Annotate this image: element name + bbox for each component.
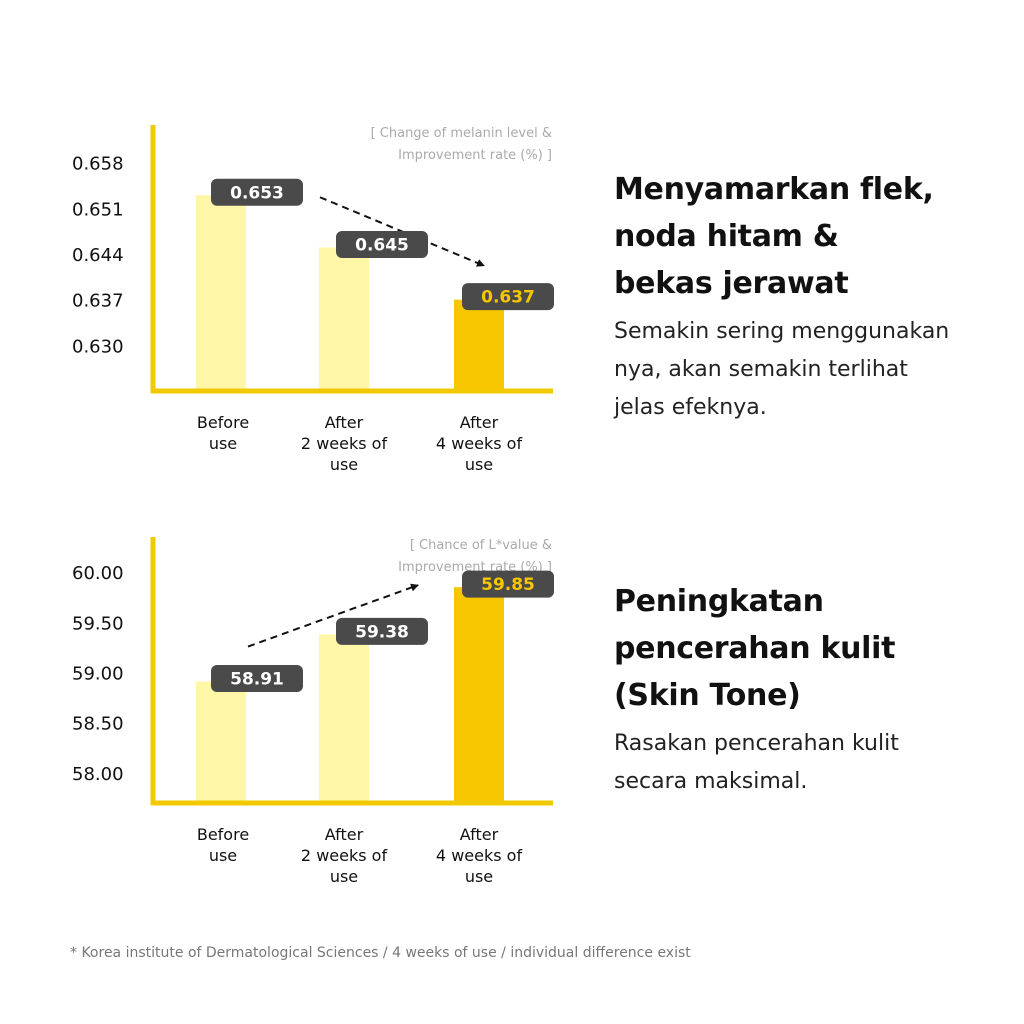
melanin-title: Menyamarkan flek, noda hitam & bekas jer… — [614, 172, 934, 301]
melanin-body: Semakin sering menggunakan nya, akan sem… — [614, 319, 950, 420]
x-tick-label: use — [465, 867, 493, 886]
y-tick-label: 0.644 — [72, 245, 124, 266]
trend-arrow — [247, 583, 419, 648]
y-tick-label: 0.651 — [72, 199, 124, 220]
x-tick-label: After — [325, 825, 364, 844]
x-tick-label: use — [330, 455, 358, 474]
y-tick-label: 58.50 — [72, 714, 124, 735]
bar-chart-svg: 60.00 59.50 59.00 58.50 58.00 [ Chance of L*v… — [72, 537, 554, 886]
chart-note: [ Change of melanin level & — [371, 126, 552, 141]
y-tick-label: 59.00 — [72, 664, 124, 685]
data-label-box — [336, 617, 428, 645]
x-tick-label: 2 weeks of — [301, 434, 388, 453]
bar-chart-svg: 0.658 0.651 0.644 0.637 0.630 [ Change of mel… — [72, 125, 554, 474]
x-tick-label: use — [209, 846, 237, 865]
x-tick-label: After — [460, 413, 499, 432]
y-tick-label: 0.658 — [72, 154, 124, 175]
skin-tone-chart: 60.00 59.50 59.00 58.50 58.00 [ Chance of L*v… — [0, 522, 600, 902]
data-label: 59.38 — [355, 622, 409, 642]
melanin-description: Menyamarkan flek, noda hitam & bekas jer… — [614, 166, 1014, 427]
x-tick-label: use — [209, 434, 237, 453]
chart-note: [ Chance of L*value & — [410, 538, 552, 553]
data-label: 0.645 — [355, 235, 409, 255]
y-tick-label: 0.630 — [72, 336, 124, 357]
data-label-box — [336, 230, 428, 258]
y-tick-label: 59.50 — [72, 613, 124, 634]
data-label: 59.85 — [481, 575, 535, 595]
chart-note: Improvement rate (%) ] — [398, 148, 552, 163]
x-tick-label: 4 weeks of — [436, 434, 523, 453]
y-tick-label: 58.00 — [72, 764, 124, 785]
data-label: 58.91 — [230, 670, 284, 690]
x-tick-label: Before — [197, 413, 249, 432]
skin-tone-title: Peningkatan pencerahan kulit (Skin Tone) — [614, 584, 896, 713]
data-label-box — [211, 178, 303, 206]
bar — [454, 587, 504, 803]
y-tick-label: 60.00 — [72, 563, 124, 584]
skin-tone-description: Peningkatan pencerahan kulit (Skin Tone)… — [614, 578, 1014, 801]
x-tick-label: After — [460, 825, 499, 844]
data-label: 0.653 — [230, 183, 284, 203]
bar — [196, 195, 246, 391]
x-tick-label: 4 weeks of — [436, 846, 523, 865]
bar — [454, 299, 504, 391]
y-tick-label: 0.637 — [72, 291, 124, 312]
x-tick-label: Before — [197, 825, 249, 844]
melanin-chart: 0.658 0.651 0.644 0.637 0.630 [ Change of mel… — [0, 110, 600, 490]
bar — [319, 634, 369, 803]
data-label-box — [462, 283, 554, 311]
x-tick-label: 2 weeks of — [301, 846, 388, 865]
x-tick-label: After — [325, 413, 364, 432]
data-label-box — [462, 570, 554, 598]
data-label-box — [211, 665, 303, 693]
x-tick-label: use — [330, 867, 358, 886]
bar — [319, 247, 369, 391]
bar — [196, 681, 246, 803]
skin-tone-body: Rasakan pencerahan kulit secara maksimal… — [614, 731, 899, 794]
footnote: * Korea institute of Dermatological Scie… — [70, 945, 691, 961]
data-label: 0.637 — [481, 288, 535, 308]
x-tick-label: use — [465, 455, 493, 474]
